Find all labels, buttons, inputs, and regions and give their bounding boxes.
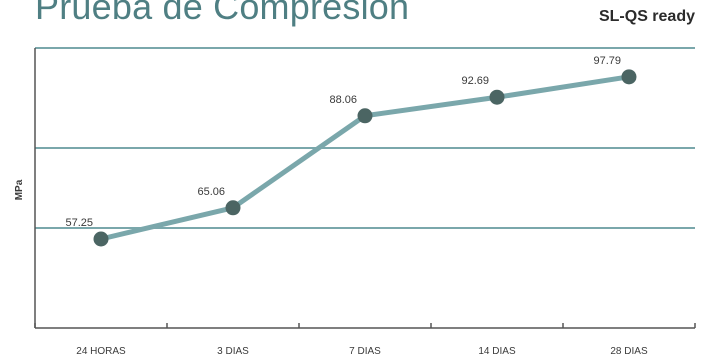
data-point [489, 89, 505, 105]
x-tick-label: 3 DIAS [217, 346, 249, 357]
data-label: 88.06 [329, 94, 357, 106]
data-label: 97.79 [593, 55, 621, 67]
data-point [357, 108, 373, 124]
data-points [93, 69, 637, 247]
series-line [98, 74, 632, 242]
x-tick-labels: 24 HORAS 3 DIAS 7 DIAS 14 DIAS 28 DIAS [76, 346, 648, 357]
data-label: 65.06 [197, 186, 225, 198]
product-name: SL-QS ready [598, 8, 695, 25]
chart-title: Prueba de Compresión [35, 0, 410, 27]
x-tick-label: 7 DIAS [349, 346, 381, 357]
grid-lines [35, 47, 695, 229]
x-tick-label: 14 DIAS [478, 346, 516, 357]
x-tick-label: 28 DIAS [610, 346, 648, 357]
data-label: 57.25 [65, 217, 93, 229]
x-tick-label: 24 HORAS [76, 346, 126, 357]
data-point [93, 231, 109, 247]
axes [34, 48, 696, 329]
data-point [225, 200, 241, 216]
data-point [621, 69, 637, 85]
series-line-group [98, 74, 632, 242]
data-labels: 57.25 65.06 88.06 92.69 97.79 [65, 55, 621, 229]
data-label: 92.69 [461, 75, 489, 87]
y-axis-label: MPa [14, 179, 25, 200]
